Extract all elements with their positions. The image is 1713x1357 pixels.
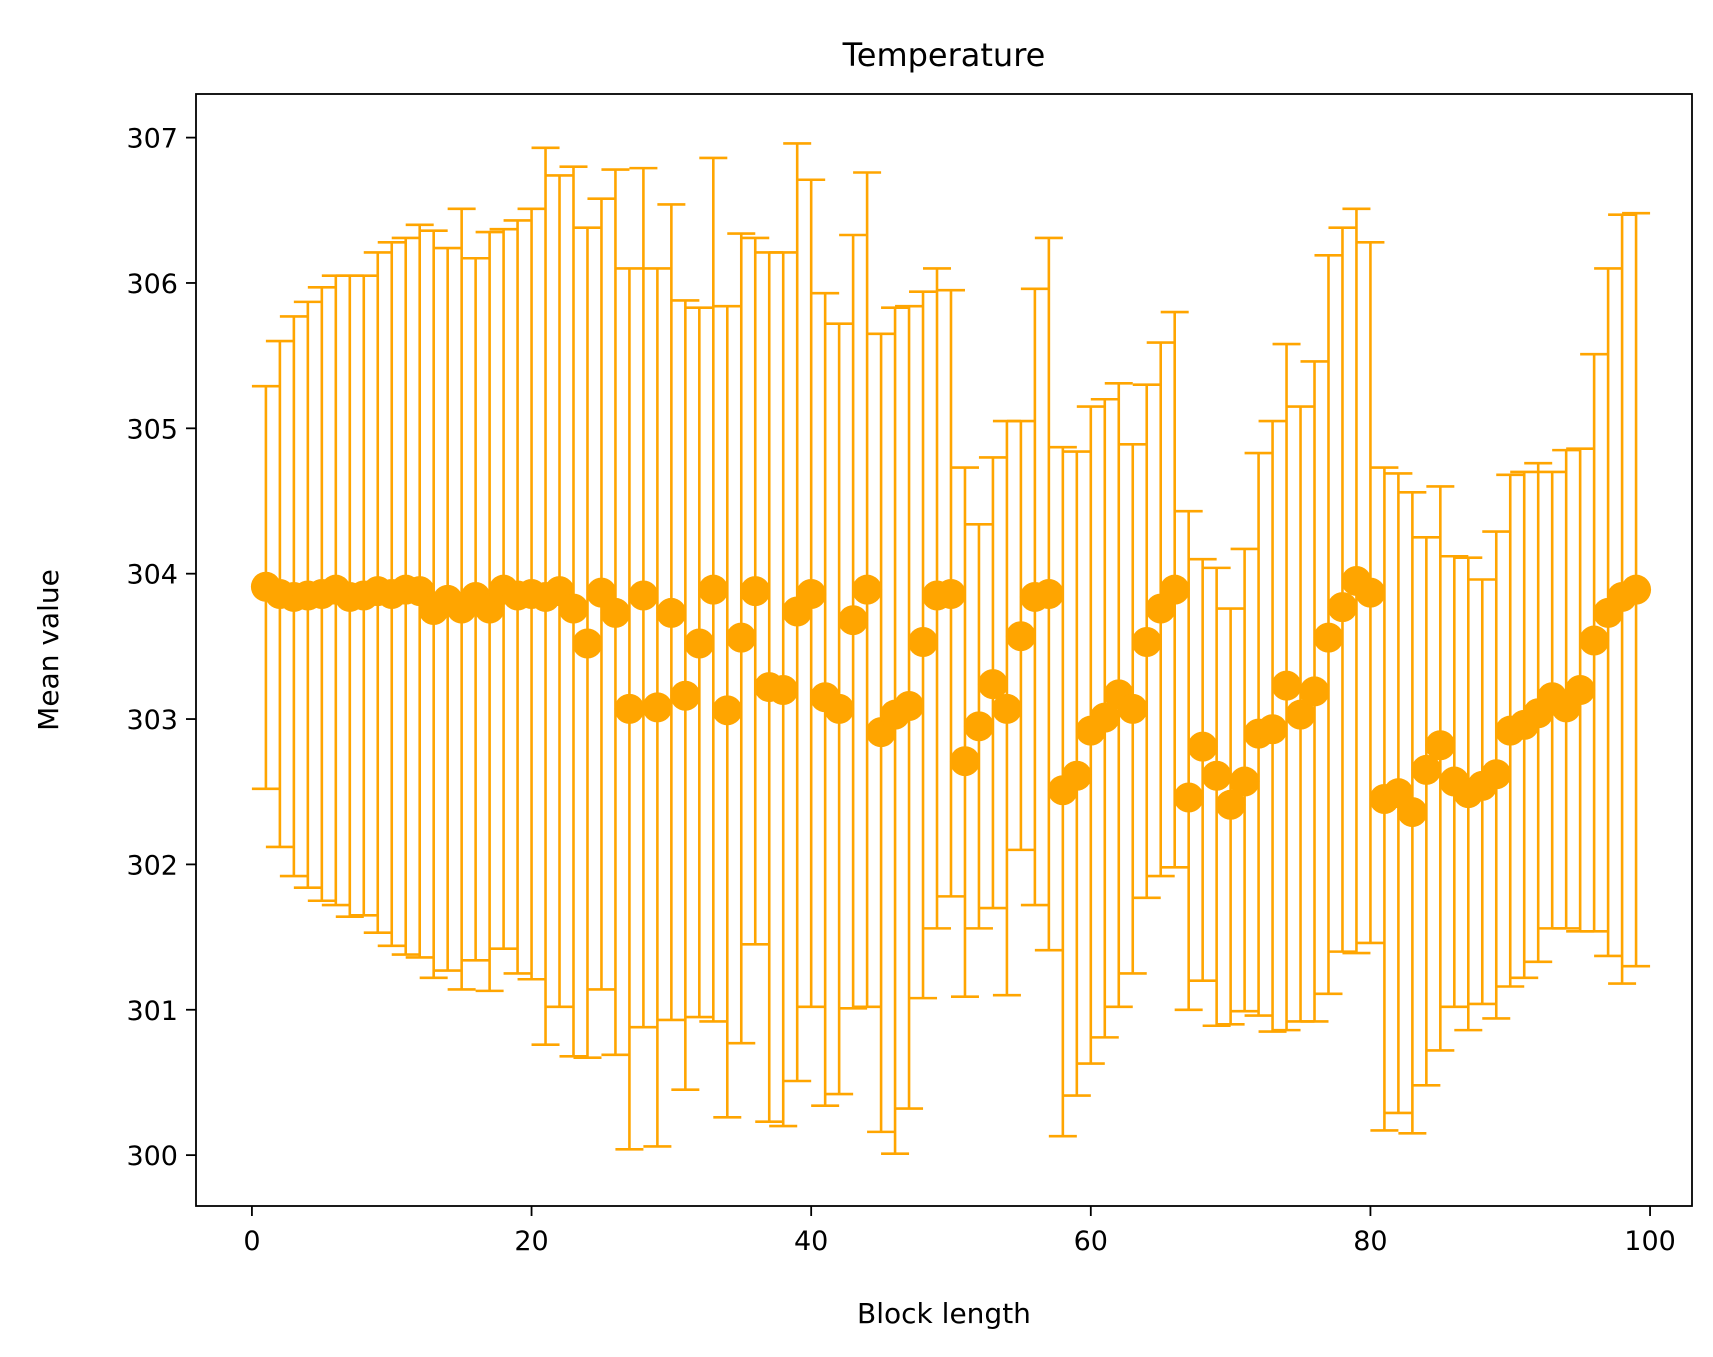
y-axis-label: Mean value [32,569,65,731]
y-tick-label: 304 [126,560,178,591]
data-point [1005,621,1036,652]
data-points [250,565,1652,828]
data-point [991,693,1022,724]
x-tick-label: 100 [1624,1226,1676,1257]
data-point [1397,797,1428,828]
y-tick-label: 300 [126,1141,178,1172]
data-point [1299,676,1330,707]
data-point [824,693,855,724]
data-point [1565,674,1596,705]
data-point [1257,714,1288,745]
data-point [838,605,869,636]
data-point [935,579,966,610]
data-point [1117,693,1148,724]
y-tick-label: 303 [126,705,178,736]
error-bar [685,306,714,1019]
y-tick-label: 305 [126,414,178,445]
data-point [977,669,1008,700]
data-point [1173,782,1204,813]
data-point [1355,577,1386,608]
data-point [1579,625,1610,656]
y-axis: 300 301 302 303 304 305 306 307 [126,124,196,1172]
data-point [949,746,980,777]
data-point [726,622,757,653]
data-point [670,680,701,711]
y-tick-label: 307 [126,124,178,155]
data-point [1271,670,1302,701]
data-point [572,628,603,659]
y-tick-label: 301 [126,996,178,1027]
data-point [628,580,659,611]
y-tick-label: 302 [126,850,178,881]
data-point [1229,766,1260,797]
data-point [768,674,799,705]
data-point [1215,789,1246,820]
data-point [1089,702,1120,733]
error-bar [950,466,979,998]
data-point [642,692,673,723]
data-point [908,627,939,658]
error-bar [1202,566,1231,1028]
data-point [558,593,589,624]
data-point [614,693,645,724]
data-point [1033,579,1064,610]
data-point [1131,627,1162,658]
data-point [894,690,925,721]
data-point [1201,760,1232,791]
x-axis: 0 20 40 60 80 100 [243,1206,1676,1257]
plot-frame [195,93,1693,1207]
data-point [740,576,771,607]
data-point [600,597,631,628]
data-point [1061,760,1092,791]
x-tick-label: 20 [514,1226,548,1257]
data-point [1621,574,1652,605]
y-tick-label: 306 [126,269,178,300]
data-point [796,579,827,610]
data-point [1481,759,1512,790]
chart-title: Temperature [842,36,1046,74]
data-point [712,695,743,726]
data-point [963,711,994,742]
data-point [1285,699,1316,730]
data-point [684,628,715,659]
data-point [1411,754,1442,785]
x-tick-label: 60 [1074,1226,1108,1257]
data-point [1425,730,1456,761]
error-bar [1328,226,1357,953]
x-tick-label: 40 [794,1226,828,1257]
data-point [852,574,883,605]
data-point [1327,592,1358,623]
data-point [698,574,729,605]
data-point [1313,622,1344,653]
data-point [1187,731,1218,762]
data-point [656,597,687,628]
error-bar [1188,557,1217,982]
x-tick-label: 80 [1353,1226,1387,1257]
x-tick-label: 0 [243,1226,260,1257]
data-point [1159,574,1190,605]
x-axis-label: Block length [857,1297,1031,1330]
